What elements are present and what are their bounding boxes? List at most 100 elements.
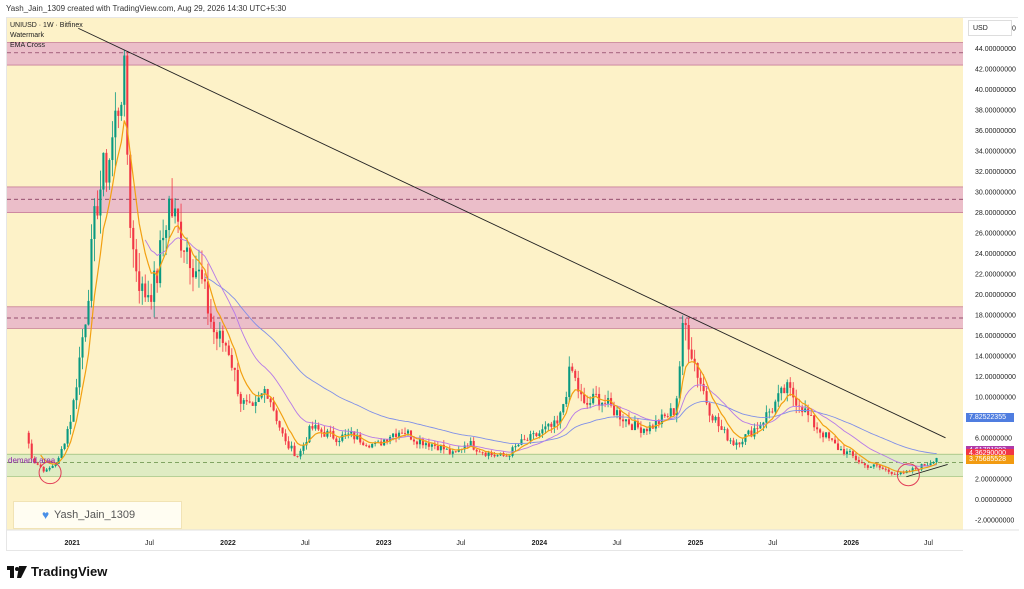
candle-body xyxy=(735,442,738,446)
x-tick-label: Jul xyxy=(613,540,622,547)
x-tick-label: 2025 xyxy=(688,540,704,547)
candle-body xyxy=(484,452,487,456)
y-tick-label: 34.00000000 xyxy=(975,149,1016,156)
x-tick-label: Jul xyxy=(145,540,154,547)
candle-body xyxy=(254,401,257,406)
candle-body xyxy=(750,430,753,437)
candle-body xyxy=(720,426,723,430)
chart-legend: UNIUSD · 1W · Bitfinex Watermark EMA Cro… xyxy=(10,21,83,51)
candle-body xyxy=(111,137,114,161)
candle-body xyxy=(230,354,233,368)
y-tick-label: 26.00000000 xyxy=(975,231,1016,238)
candle-body xyxy=(281,427,284,434)
candle-body xyxy=(902,472,905,474)
candle-body xyxy=(580,391,583,395)
currency-selector[interactable]: USD xyxy=(968,20,1012,36)
candle-body xyxy=(197,269,201,272)
candle-body xyxy=(99,189,102,216)
legend-ema-cross[interactable]: EMA Cross xyxy=(10,42,46,49)
candle-body xyxy=(159,240,162,284)
candle-body xyxy=(69,421,72,429)
candle-body xyxy=(132,227,135,250)
candle-body xyxy=(42,466,45,472)
resistance-zone-1 xyxy=(7,186,963,213)
candle-body xyxy=(890,471,893,474)
candle-body xyxy=(120,104,123,116)
candle-body xyxy=(188,247,192,269)
price-tag: 4.36290000 xyxy=(966,448,1014,458)
candle-body xyxy=(636,421,639,428)
price-chart[interactable]: -2.000000000.000000002.000000004.0000000… xyxy=(7,18,1019,552)
candle-body xyxy=(156,270,159,284)
candle-body xyxy=(514,446,517,448)
candle-body xyxy=(454,451,457,453)
candle-body xyxy=(621,419,625,422)
candle-body xyxy=(233,367,236,370)
candle-body xyxy=(33,458,36,464)
candle-body xyxy=(541,429,544,434)
candle-body xyxy=(866,465,869,468)
candle-body xyxy=(678,366,681,399)
candle-body xyxy=(114,110,117,138)
rising-support-line xyxy=(906,464,948,478)
candle-body xyxy=(51,465,54,468)
candle-body xyxy=(589,403,592,405)
candle-body xyxy=(592,393,595,404)
candle-body xyxy=(810,415,813,416)
candle-body xyxy=(185,247,189,252)
candle-body xyxy=(397,432,401,437)
candle-body xyxy=(684,322,687,326)
candle-body xyxy=(439,444,442,451)
candle-body xyxy=(150,295,153,302)
candle-body xyxy=(215,332,218,339)
candle-body xyxy=(329,430,332,432)
tradingview-logo[interactable]: TradingView xyxy=(7,564,107,579)
candle-body xyxy=(290,445,293,449)
candle-body xyxy=(263,388,266,394)
candle-body xyxy=(463,445,466,450)
candle-body xyxy=(72,400,75,422)
candle-body xyxy=(723,429,726,431)
candle-body xyxy=(630,424,634,431)
candle-body xyxy=(317,425,320,430)
candle-body xyxy=(729,440,732,442)
candle-body xyxy=(412,439,416,442)
candle-body xyxy=(227,345,230,355)
y-tick-label: 44.00000000 xyxy=(975,46,1016,53)
legend-symbol[interactable]: UNIUSD · 1W · Bitfinex xyxy=(10,22,83,29)
plot-background xyxy=(7,18,963,530)
candle-body xyxy=(78,357,81,388)
candle-body xyxy=(96,206,99,216)
candle-body xyxy=(762,422,765,425)
legend-watermark[interactable]: Watermark xyxy=(10,32,44,39)
chart-frame[interactable]: -2.000000000.000000002.000000004.0000000… xyxy=(6,17,1019,552)
candle-body xyxy=(117,110,120,116)
candle-body xyxy=(920,464,923,470)
y-tick-label: 0.00000000 xyxy=(975,497,1012,504)
candle-body xyxy=(212,321,215,333)
candle-body xyxy=(568,366,571,398)
candle-body xyxy=(660,414,663,425)
candle-body xyxy=(583,394,586,403)
candle-body xyxy=(400,432,404,434)
candle-body xyxy=(239,394,242,404)
candle-body xyxy=(681,322,684,367)
candle-body xyxy=(490,452,493,456)
candle-body xyxy=(825,432,828,438)
candle-body xyxy=(386,439,389,442)
y-tick-label: 6.00000000 xyxy=(975,435,1012,442)
candle-body xyxy=(448,448,451,454)
candle-body xyxy=(320,429,323,432)
tradingview-logo-icon xyxy=(7,565,27,578)
candle-body xyxy=(141,283,144,291)
candle-body xyxy=(789,382,792,388)
candle-body xyxy=(302,445,305,451)
x-tick-label: 2023 xyxy=(376,540,392,547)
candle-body xyxy=(299,450,302,457)
candle-body xyxy=(496,455,499,457)
candle-body xyxy=(508,455,511,457)
candle-body xyxy=(526,439,529,441)
candle-body xyxy=(851,451,854,456)
candle-body xyxy=(356,434,359,440)
y-tick-label: 36.00000000 xyxy=(975,128,1016,135)
